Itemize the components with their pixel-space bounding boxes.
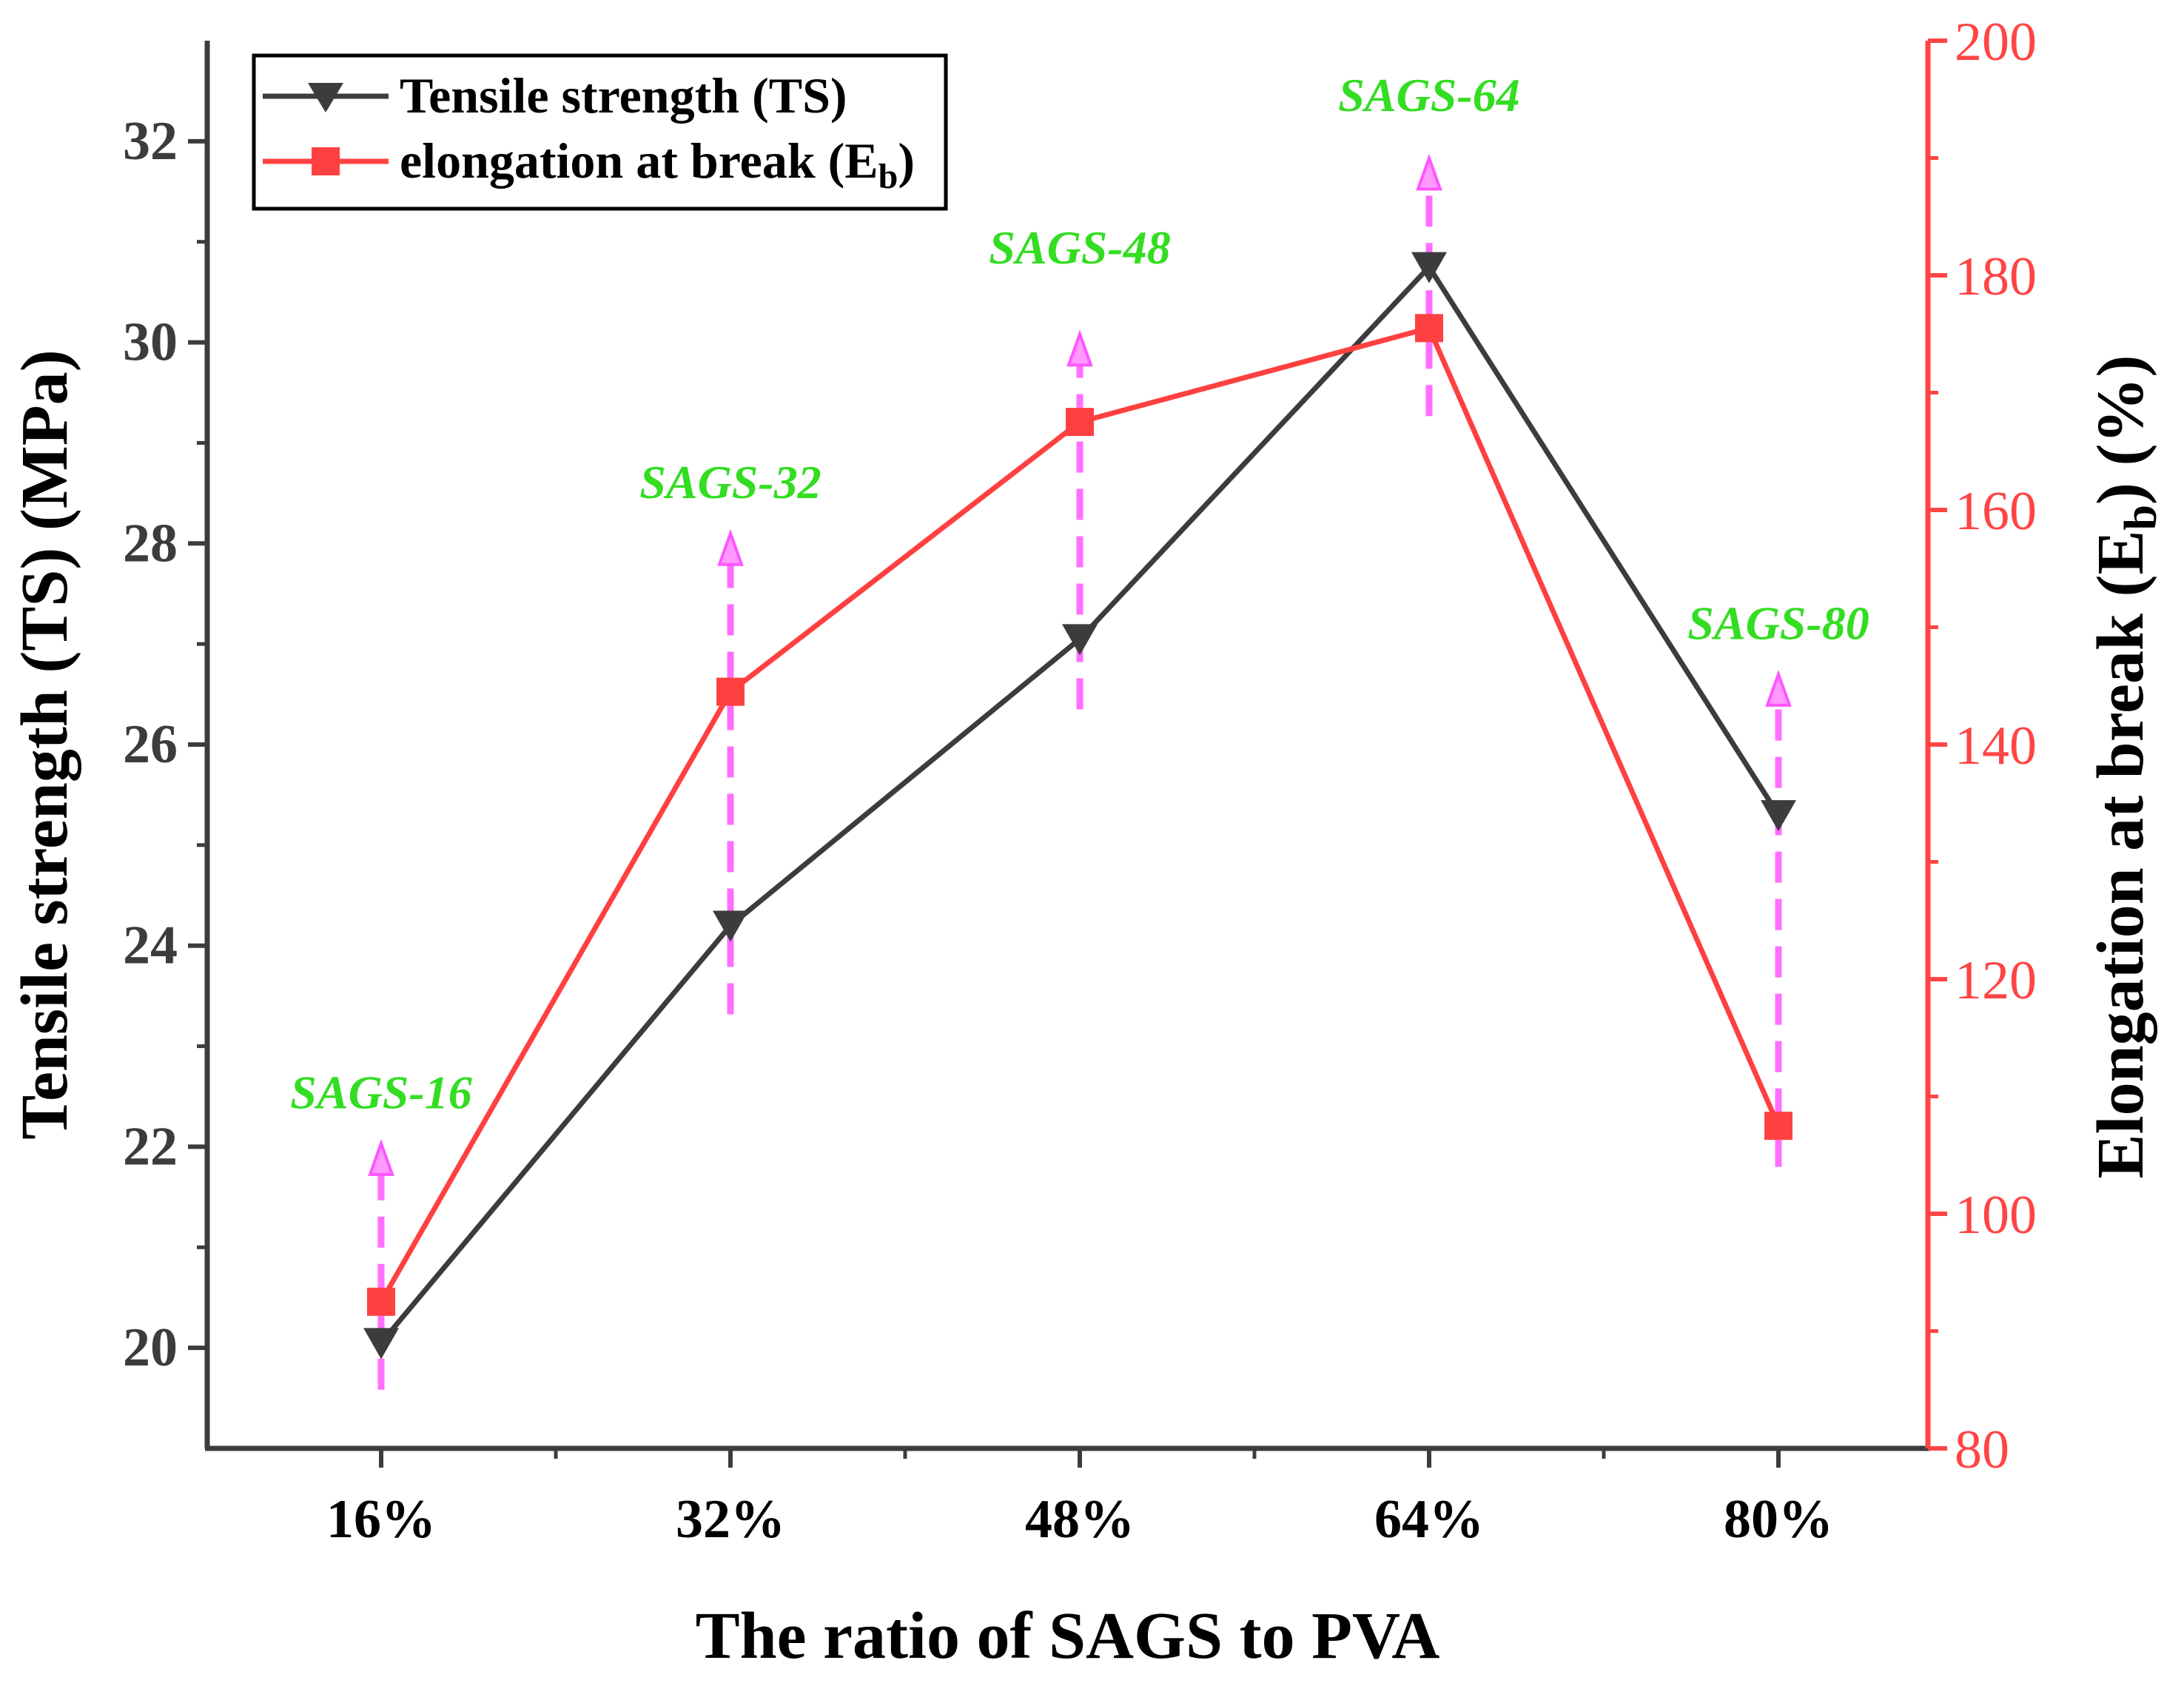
left-y-tick-label: 20 <box>123 1317 178 1378</box>
elongation-line <box>378 325 1781 1303</box>
x-tick-label: 48% <box>1025 1489 1135 1550</box>
elongation-point <box>1764 1112 1792 1141</box>
tick-marks: 20 22 24 26 28 30 32 80 100 120 140 160 180 200 16% 32%… <box>123 12 2037 1550</box>
tensile-strength-point <box>1761 800 1796 832</box>
right-y-tick-label: 80 <box>1955 1420 2009 1480</box>
tensile-strength-point <box>1062 624 1098 656</box>
x-tick-label: 16% <box>326 1489 436 1550</box>
legend-label-elongation: elongation at break (Eb) <box>400 132 915 196</box>
legend-label-tensile: Tensile strength (TS) <box>400 67 847 124</box>
annotation-label: SAGS-80 <box>1687 597 1869 649</box>
annotation-label: SAGS-16 <box>290 1066 471 1118</box>
annotation-label: SAGS-48 <box>989 221 1170 274</box>
right-y-tick-label: 140 <box>1955 716 2037 776</box>
elongation-point <box>716 677 745 706</box>
annotation-label: SAGS-64 <box>1338 69 1519 121</box>
left-y-tick-label: 22 <box>123 1116 178 1177</box>
annotation-arrow-head <box>1765 669 1792 707</box>
annotation-labels: SAGS-16 SAGS-32 SAGS-48 SAGS-64 SAGS-80 <box>290 69 1869 1118</box>
legend-label-elongation-subscript: b <box>878 157 898 196</box>
left-y-axis-title: Tensile strength (TS) (MPa) <box>8 349 81 1139</box>
x-tick-label: 32% <box>676 1489 785 1550</box>
right-y-axis-title-suffix: ) (%) <box>2084 355 2157 505</box>
legend-label-elongation-prefix: elongation at break (E <box>400 132 878 189</box>
tensile-strength-point <box>713 910 748 942</box>
legend-marker-square <box>312 147 340 175</box>
tensile-strength-point <box>1411 252 1447 283</box>
annotation-label: SAGS-32 <box>639 456 821 508</box>
right-y-axis-title-prefix: Elongation at break (E <box>2084 530 2157 1178</box>
x-axis-title: The ratio of SAGS to PVA <box>696 1599 1440 1673</box>
left-y-tick-label: 32 <box>123 111 178 172</box>
right-y-axis-title-subscript: b <box>2116 505 2166 530</box>
right-y-tick-label: 180 <box>1955 246 2037 307</box>
right-y-tick-label: 200 <box>1955 12 2037 73</box>
legend: Tensile strength (TS) elongation at brea… <box>252 53 948 211</box>
annotation-arrow-head <box>368 1138 394 1176</box>
left-y-tick-label: 26 <box>123 714 178 775</box>
legend-label-elongation-suffix: ) <box>898 132 915 189</box>
legend-marker-triangle <box>308 83 343 112</box>
legend-box <box>252 53 948 211</box>
elongation-point <box>1415 314 1443 343</box>
x-tick-label: 80% <box>1724 1489 1833 1550</box>
annotation-arrow-head <box>717 528 744 566</box>
elongation-point <box>367 1287 395 1316</box>
right-y-axis-title: Elongation at break (Eb) (%) <box>2084 355 2166 1179</box>
series-layer <box>363 252 1796 1360</box>
left-y-tick-label: 28 <box>123 513 178 574</box>
tensile-strength-point <box>363 1328 399 1360</box>
right-y-tick-label: 100 <box>1955 1185 2037 1246</box>
annotation-arrows <box>368 153 1792 1390</box>
elongation-point <box>1066 408 1094 437</box>
right-y-tick-label: 120 <box>1955 950 2037 1011</box>
left-y-tick-label: 30 <box>123 312 178 373</box>
x-tick-label: 64% <box>1374 1489 1484 1550</box>
annotation-arrow-head <box>1066 329 1093 367</box>
right-y-tick-label: 160 <box>1955 481 2037 542</box>
annotation-arrow-head <box>1416 153 1442 191</box>
left-y-tick-label: 24 <box>123 916 178 976</box>
